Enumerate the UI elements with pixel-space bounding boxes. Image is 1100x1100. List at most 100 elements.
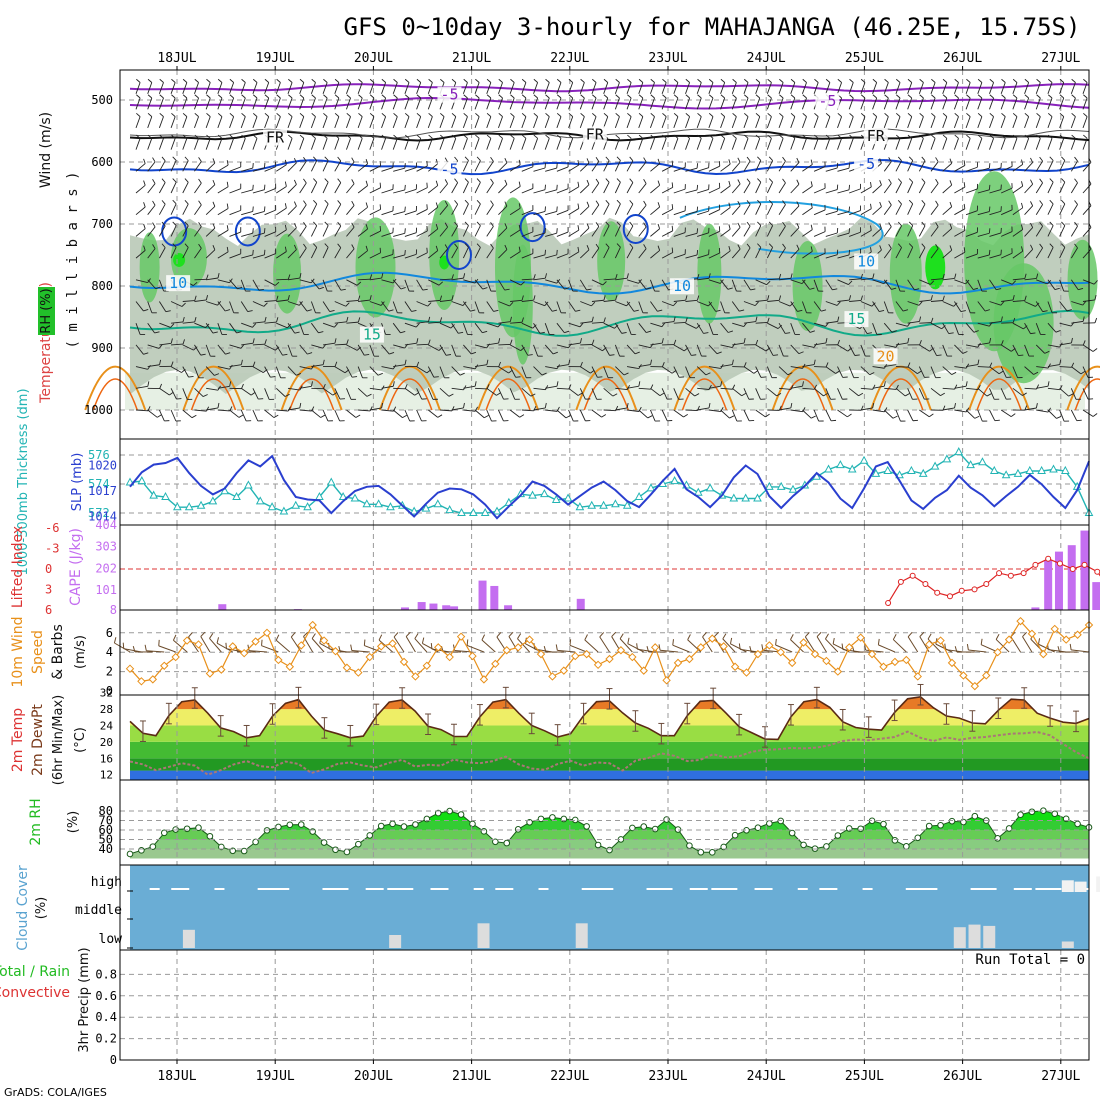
wind-barb-feather	[797, 309, 803, 312]
wind-barb	[731, 82, 737, 94]
wind-barb	[731, 248, 741, 259]
wind-barb	[159, 322, 171, 328]
wind-barb	[381, 366, 394, 370]
wind-barb-feather	[1047, 381, 1050, 387]
wind-speed-point	[673, 658, 683, 668]
wind-barb	[1082, 227, 1092, 237]
wind-barb	[1059, 366, 1072, 368]
wind-barb-feather	[237, 286, 243, 290]
contour-label: -5	[440, 86, 458, 104]
wind-barb	[778, 82, 784, 94]
wind-barb	[1059, 116, 1065, 129]
wind-barb	[790, 97, 796, 110]
wind-barb	[521, 188, 534, 194]
tick-label: 2	[106, 665, 113, 679]
wind-barb	[474, 82, 480, 94]
isotherm-ring	[234, 216, 261, 247]
wind-barb	[603, 299, 616, 302]
wind-barb	[907, 97, 913, 110]
wind-barb	[930, 97, 936, 110]
wind-barb-feather	[870, 182, 872, 188]
wind-barb	[170, 247, 177, 259]
rh-point	[549, 814, 556, 821]
wind-barb-feather	[393, 78, 398, 83]
wind-barb-feather	[521, 112, 527, 117]
tick-label: 1020	[88, 459, 117, 473]
wind-barb	[322, 279, 328, 292]
wind-barb	[346, 97, 351, 110]
wind-barb	[673, 210, 686, 216]
wind-barb	[357, 185, 368, 194]
wind-barb	[1082, 366, 1089, 378]
wind-barb	[907, 181, 914, 194]
wind-barb	[942, 322, 950, 334]
wind-speed-point	[970, 681, 980, 691]
thickness-point	[1025, 465, 1035, 474]
wind-barb	[209, 638, 222, 653]
wind-barb	[685, 97, 691, 110]
wind-barb-feather	[416, 338, 419, 344]
wind-barb-feather	[307, 352, 313, 355]
wind-barb	[1001, 299, 1014, 302]
wind-barb-feather	[518, 224, 521, 230]
wind-barb-feather	[1024, 94, 1029, 99]
wind-barb	[498, 366, 509, 374]
isotherm-25	[387, 378, 433, 411]
contour-label-bg	[854, 253, 879, 270]
wind-barb	[346, 116, 351, 129]
wind-barb	[381, 253, 394, 259]
wind-barb	[287, 205, 297, 216]
wind-barb	[708, 385, 721, 389]
wind-barb-feather	[888, 200, 892, 206]
date-label-top: 21JUL	[452, 51, 491, 66]
thickness-point	[445, 505, 455, 514]
wind-barb	[217, 116, 223, 129]
rh-point	[366, 832, 374, 839]
wind-barb	[322, 181, 329, 194]
wind-barb-feather	[161, 243, 166, 248]
date-label-bottom: 23JUL	[648, 1069, 687, 1084]
wind-barb-feather	[1036, 94, 1041, 99]
wind-barb	[404, 232, 417, 237]
wind-barb	[1035, 225, 1043, 237]
wind-speed-point	[319, 636, 329, 645]
wind-barb	[720, 344, 733, 348]
wind-barb-feather	[323, 94, 328, 99]
wind-barb	[1035, 182, 1043, 194]
wind-barb-feather	[584, 634, 588, 641]
wind-speed-point	[479, 675, 489, 684]
wind-barb	[755, 82, 761, 94]
wind-barb	[918, 182, 926, 194]
wind-barb-feather	[217, 94, 223, 99]
wind-barb-feather	[463, 112, 468, 117]
wind-barb	[661, 116, 667, 129]
wind-barb-feather	[320, 414, 326, 418]
rh-point	[925, 822, 933, 830]
wind-barb	[1035, 82, 1041, 94]
wind-barb-feather	[673, 78, 679, 83]
wind-barb-feather	[250, 391, 256, 396]
wind-barb-feather	[728, 330, 734, 333]
tick-label: 202	[95, 561, 117, 575]
wind-barb-feather	[796, 222, 800, 228]
wind-barb-feather	[324, 156, 329, 161]
wind-barb-feather	[757, 178, 762, 183]
wind-barb-feather	[543, 646, 547, 653]
wind-barb-feather	[241, 78, 246, 83]
wind-barb-feather	[1011, 280, 1017, 285]
wind-barb-feather	[568, 134, 573, 139]
wind-barb	[825, 279, 833, 291]
wind-barb-feather	[629, 178, 634, 183]
wind-barb-feather	[1021, 181, 1024, 187]
wind-barb-feather	[1012, 112, 1018, 117]
wind-barb-feather	[595, 178, 600, 184]
wind-speed-point	[902, 655, 911, 665]
rh-point	[708, 849, 716, 856]
wind-barb-feather	[521, 295, 524, 301]
wind-barb	[147, 183, 156, 194]
wind-barb-feather	[627, 134, 632, 139]
contour-label: -5	[857, 155, 875, 173]
wind-barb	[498, 227, 508, 237]
wind-barb	[1012, 116, 1018, 129]
wind-barb-feather	[767, 295, 770, 301]
